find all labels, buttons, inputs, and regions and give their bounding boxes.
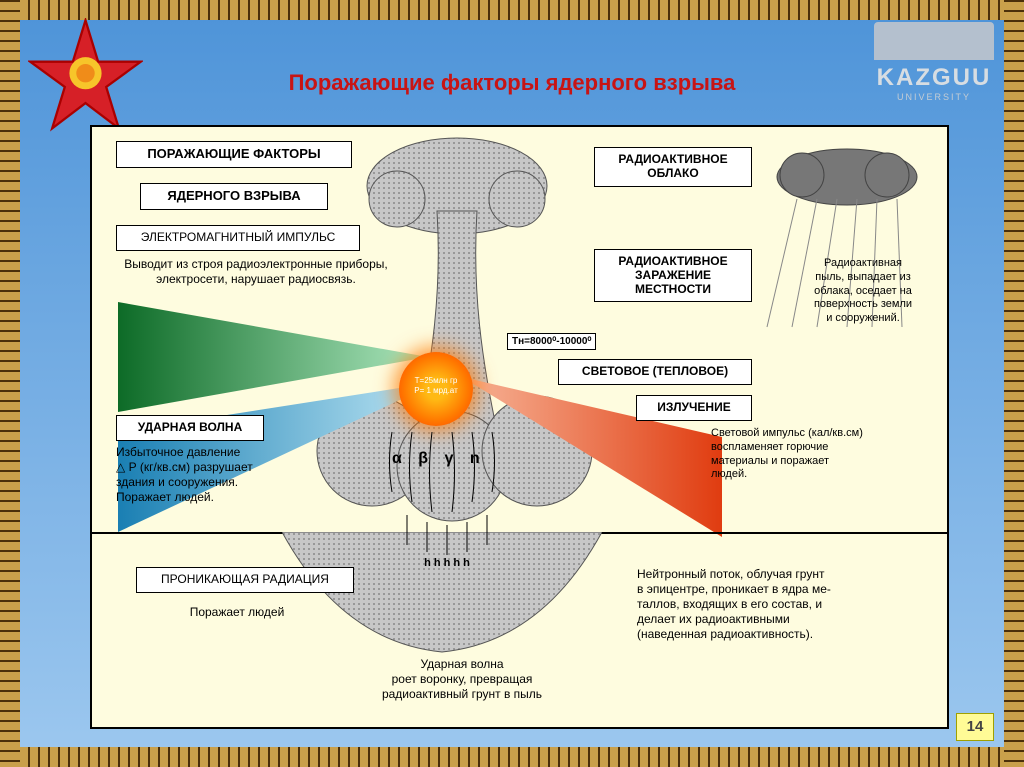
page-number: 14 — [956, 713, 994, 741]
shockwave-desc: Избыточное давление △ Р (кг/кв.см) разру… — [116, 445, 296, 505]
radiation-box: ПРОНИКАЮЩАЯ РАДИАЦИЯ — [136, 567, 354, 593]
header2-box: ЯДЕРНОГО ВЗРЫВА — [140, 183, 328, 210]
emp-desc: Выводит из строя радиоэлектронные прибор… — [116, 257, 396, 287]
light-box: СВЕТОВОЕ (ТЕПЛОВОЕ) — [558, 359, 752, 385]
contamination-desc: Радиоактивная пыль, выпадает из облака, … — [803, 257, 923, 326]
shockwave-box: УДАРНАЯ ВОЛНА — [116, 415, 264, 441]
crater-desc: Ударная волна роет воронку, превращая ра… — [362, 657, 562, 702]
university-subtitle: UNIVERSITY — [874, 92, 994, 102]
epicenter-icon: Т=25млн гр Р= 1 мрд.ат — [399, 352, 473, 426]
diagram-panel: Т=25млн гр Р= 1 мрд.ат α β γ n h h h h h… — [90, 125, 949, 729]
neutron-desc: Нейтронный поток, облучая грунт в эпицен… — [637, 567, 897, 642]
tn-box: Tн=8000⁰-10000⁰ — [507, 333, 596, 350]
university-logo: KAZGUU UNIVERSITY — [874, 22, 994, 102]
slide-title: Поражающие факторы ядерного взрыва — [289, 70, 736, 96]
h-letters: h h h h h — [382, 557, 512, 571]
light-desc: Световой импульс (кал/кв.см) воспламеняе… — [711, 427, 911, 482]
radiation-desc: Поражает людей — [162, 605, 312, 620]
star-emblem-icon — [28, 18, 143, 133]
emission-box: ИЗЛУЧЕНИЕ — [636, 395, 752, 421]
university-name: KAZGUU — [874, 64, 994, 92]
radiation-arrows-icon — [372, 427, 522, 557]
header1-box: ПОРАЖАЮЩИЕ ФАКТОРЫ — [116, 141, 352, 168]
sun-p-label: Р= 1 мрд.ат — [414, 386, 458, 395]
emp-box: ЭЛЕКТРОМАГНИТНЫЙ ИМПУЛЬС — [116, 225, 360, 251]
sun-t-label: Т=25млн гр — [415, 376, 458, 385]
cloud-box: РАДИОАКТИВНОЕ ОБЛАКО — [594, 147, 752, 187]
contamination-box: РАДИОАКТИВНОЕ ЗАРАЖЕНИЕ МЕСТНОСТИ — [594, 249, 752, 302]
